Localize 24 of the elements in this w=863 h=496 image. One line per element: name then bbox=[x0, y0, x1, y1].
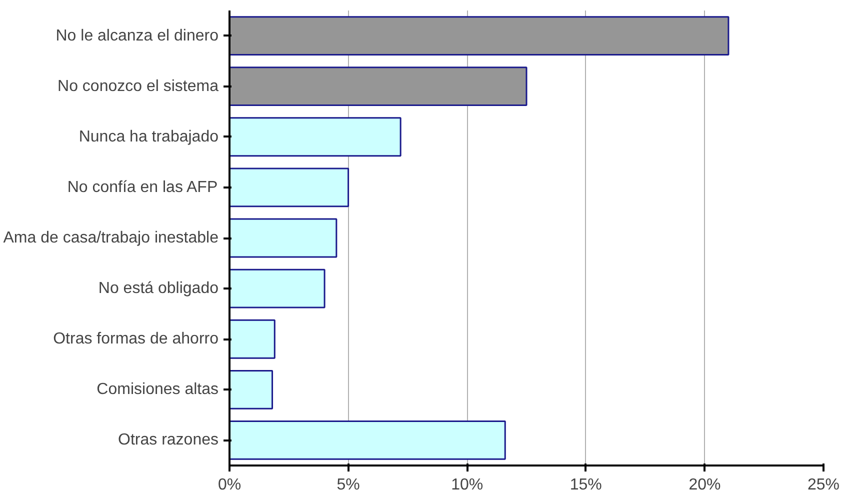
bar bbox=[230, 268, 326, 308]
bar bbox=[230, 16, 730, 56]
x-tick-label: 10% bbox=[451, 476, 484, 494]
x-tick-label: 0% bbox=[218, 476, 242, 494]
x-tick-label: 15% bbox=[570, 476, 602, 494]
y-tick-label: Otras razones bbox=[118, 432, 218, 449]
y-tick-label: No le alcanza el dinero bbox=[56, 27, 219, 44]
y-tick-label: No confía en las AFP bbox=[67, 178, 218, 196]
y-tick-label: No está obligado bbox=[98, 280, 219, 298]
y-tick-label: No conozco el sistema bbox=[58, 78, 219, 95]
bar bbox=[230, 319, 276, 359]
x-tick-label: 20% bbox=[688, 476, 721, 494]
x-tick-label: 25% bbox=[807, 476, 840, 494]
y-tick-label: Comisiones altas bbox=[96, 381, 218, 398]
bar bbox=[230, 168, 350, 208]
y-tick-label: Otras formas de ahorro bbox=[53, 330, 219, 348]
y-tick-label: Nunca ha trabajado bbox=[78, 128, 219, 146]
bar bbox=[230, 370, 274, 410]
bar bbox=[230, 218, 338, 258]
bar bbox=[230, 66, 528, 106]
bar bbox=[230, 117, 402, 157]
y-tick-label: Ama de casa/trabajo inestable bbox=[3, 230, 219, 246]
bar bbox=[230, 420, 506, 460]
x-tick-label: 5% bbox=[336, 476, 360, 494]
